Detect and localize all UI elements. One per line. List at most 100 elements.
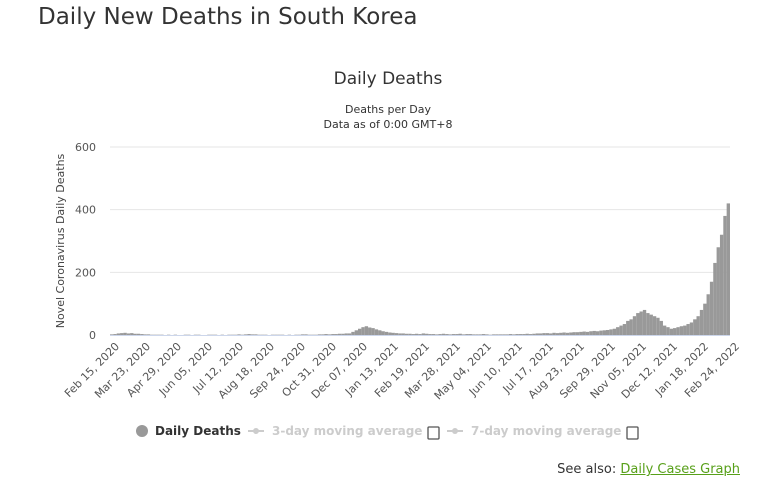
bar [629, 319, 633, 335]
bar [622, 324, 627, 335]
bar [525, 333, 529, 335]
bar [686, 324, 690, 335]
bar [324, 334, 328, 335]
bar [646, 313, 650, 335]
bar [538, 333, 543, 335]
bar [455, 334, 459, 335]
bar [354, 330, 358, 335]
bar [418, 334, 422, 335]
legend-marker-icon [253, 428, 259, 434]
see-also: See also: Daily Cases Graph [557, 462, 740, 477]
bar [374, 329, 379, 335]
bar [485, 334, 489, 335]
bar [428, 334, 432, 335]
bar [569, 332, 573, 335]
bar [515, 334, 519, 335]
bar [378, 330, 382, 335]
bar [120, 333, 124, 335]
chart-subtitle: Data as of 0:00 GMT+8 [324, 118, 453, 131]
see-also-label: See also: [557, 462, 617, 477]
bar [244, 334, 248, 335]
bar [612, 328, 617, 335]
bar [425, 333, 429, 335]
bar [438, 334, 442, 335]
bar [247, 334, 251, 335]
bar [364, 326, 369, 335]
bar [398, 333, 402, 335]
bar [616, 327, 620, 335]
bar [495, 334, 499, 335]
bar [358, 328, 362, 335]
bar [716, 247, 720, 335]
bar [445, 334, 449, 335]
bar [723, 215, 727, 335]
bar [331, 334, 335, 335]
bar [341, 333, 345, 335]
bar [441, 333, 446, 335]
legend-item[interactable]: 7-day moving average [471, 424, 621, 438]
bar [719, 234, 724, 335]
legend-marker-icon [136, 425, 148, 437]
bar [609, 329, 613, 335]
bar [384, 331, 389, 335]
bar [662, 325, 667, 335]
bar [388, 332, 392, 335]
bar [458, 333, 462, 335]
legend-item[interactable]: 3-day moving average [272, 424, 422, 438]
bar [626, 320, 630, 335]
bar [666, 327, 670, 335]
bar [123, 332, 127, 335]
bar [317, 334, 322, 335]
bar [301, 334, 305, 335]
chart-subtitle: Deaths per Day [345, 103, 431, 116]
legend-item[interactable]: Daily Deaths [155, 424, 241, 438]
bar [649, 314, 653, 335]
y-tick-label: 0 [89, 329, 96, 342]
bar [542, 333, 546, 335]
bar [502, 334, 506, 335]
legend-marker-icon [452, 428, 458, 434]
bar [592, 330, 596, 335]
bar [327, 334, 332, 335]
legend-checkbox[interactable] [626, 426, 639, 440]
bar [585, 331, 590, 335]
bar [545, 333, 550, 335]
bar [505, 334, 509, 335]
bar [478, 334, 482, 335]
bar [254, 334, 258, 335]
bar [689, 322, 694, 335]
bar [492, 334, 496, 335]
bar [321, 334, 325, 335]
bar [475, 334, 479, 335]
bar [371, 328, 375, 335]
y-axis-label: Novel Coronavirus Daily Deaths [54, 153, 67, 328]
bar [482, 334, 486, 335]
bar [676, 327, 680, 335]
bar [431, 334, 436, 335]
bar [113, 334, 117, 335]
bar [669, 328, 674, 335]
bar [471, 334, 476, 335]
bar [133, 333, 137, 335]
bar [347, 333, 352, 335]
bar [404, 333, 409, 335]
bar [683, 325, 687, 335]
bar [512, 334, 516, 335]
bar [549, 333, 553, 335]
bar [140, 334, 144, 335]
legend-checkbox[interactable] [427, 426, 440, 440]
bar [334, 334, 338, 335]
bar [143, 334, 147, 335]
bar [468, 334, 472, 335]
bar [528, 334, 533, 335]
bar [394, 333, 399, 335]
bar [448, 334, 452, 335]
bar [237, 334, 241, 335]
bar [421, 333, 426, 335]
chart-title: Daily Deaths [334, 69, 443, 89]
bar [532, 333, 536, 335]
bar [552, 332, 556, 335]
daily-cases-graph-link[interactable]: Daily Cases Graph [620, 462, 740, 477]
bar [136, 333, 141, 335]
bar [656, 317, 660, 335]
